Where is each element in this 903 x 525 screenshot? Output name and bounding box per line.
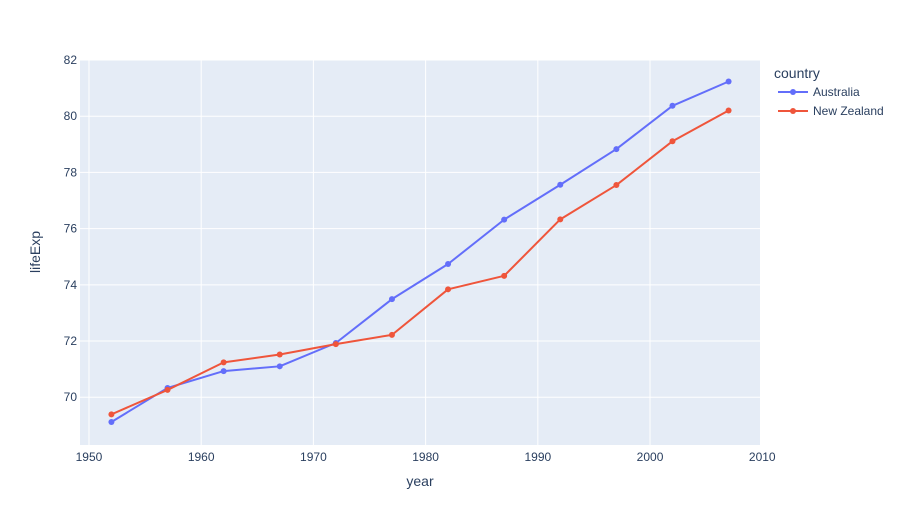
data-point-australia[interactable] [613, 146, 620, 153]
x-tick-label: 1950 [76, 450, 103, 464]
data-point-australia[interactable] [669, 102, 676, 109]
data-point-new-zealand[interactable] [220, 359, 227, 366]
data-point-new-zealand[interactable] [557, 216, 564, 223]
data-point-new-zealand[interactable] [388, 331, 395, 338]
series-line-new-zealand [111, 109, 730, 416]
gridlines [80, 59, 763, 445]
y-tick-label: 74 [64, 278, 78, 292]
data-point-new-zealand[interactable] [613, 182, 620, 189]
data-point-new-zealand[interactable] [501, 272, 508, 279]
data-point-new-zealand[interactable] [108, 411, 115, 418]
y-tick-label: 72 [64, 334, 78, 348]
series-new-zealand [108, 107, 732, 418]
y-axis-ticks: 70 72 74 76 78 80 82 [64, 53, 78, 404]
y-axis-title: lifeExp [27, 231, 43, 273]
x-tick-label: 1980 [412, 450, 439, 464]
data-point-australia[interactable] [220, 368, 227, 375]
data-point-australia[interactable] [276, 363, 283, 370]
x-tick-label: 2010 [749, 450, 776, 464]
x-axis-ticks: 1950 1960 1970 1980 1990 2000 2010 [76, 450, 776, 464]
data-point-australia[interactable] [108, 418, 115, 425]
data-point-new-zealand[interactable] [669, 138, 676, 145]
y-tick-label: 70 [64, 390, 78, 404]
data-point-australia[interactable] [501, 216, 508, 223]
x-tick-label: 2000 [637, 450, 664, 464]
x-axis-title: year [406, 473, 434, 489]
x-tick-label: 1970 [300, 450, 327, 464]
legend-item-new-zealand[interactable]: New Zealand [778, 104, 884, 118]
legend[interactable]: country Australia New Zealand [774, 65, 884, 118]
legend-label: Australia [813, 85, 860, 99]
legend-label: New Zealand [813, 104, 884, 118]
y-tick-label: 82 [64, 53, 78, 67]
series-line-australia [110, 80, 729, 423]
y-tick-label: 76 [64, 222, 78, 236]
data-point-australia[interactable] [557, 181, 564, 188]
legend-swatch-marker [790, 89, 796, 95]
x-tick-label: 1960 [188, 450, 215, 464]
y-tick-label: 80 [64, 109, 78, 123]
data-point-new-zealand[interactable] [332, 341, 339, 348]
y-tick-label: 78 [64, 165, 78, 179]
data-point-australia[interactable] [445, 261, 452, 268]
data-point-new-zealand[interactable] [725, 107, 732, 114]
x-tick-label: 1990 [524, 450, 551, 464]
legend-title: country [774, 65, 820, 81]
data-point-new-zealand[interactable] [276, 351, 283, 358]
legend-swatch-marker [790, 108, 796, 114]
data-point-new-zealand[interactable] [445, 286, 452, 293]
data-point-new-zealand[interactable] [164, 386, 171, 393]
data-point-australia[interactable] [725, 78, 732, 85]
legend-item-australia[interactable]: Australia [778, 85, 860, 99]
series-layer [108, 78, 732, 425]
series-australia [108, 78, 732, 425]
data-point-australia[interactable] [388, 296, 395, 303]
